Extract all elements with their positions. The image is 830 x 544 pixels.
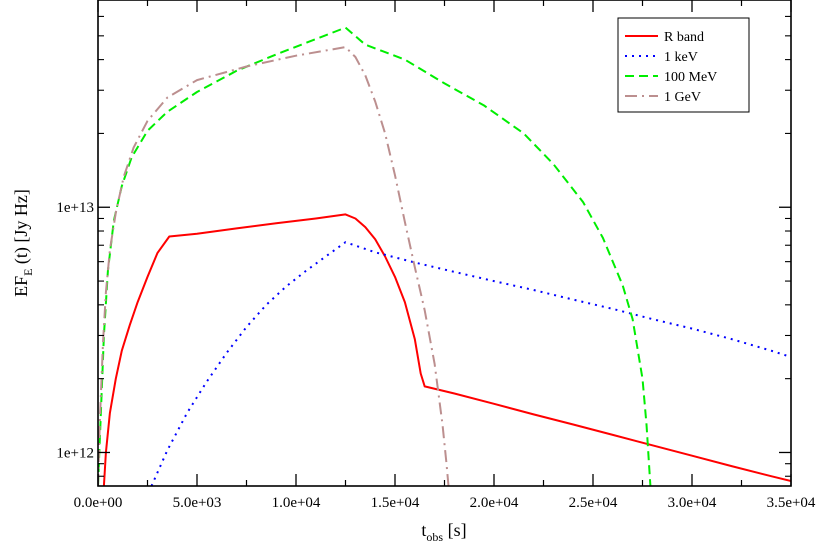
x-tick-label: 0.0e+00 [74, 495, 123, 511]
legend-label-1-gev: 1 GeV [664, 90, 701, 105]
legend-label-r-band: R band [664, 30, 704, 45]
series-line-1-gev [98, 46, 450, 486]
series-line-1-kev [150, 241, 791, 486]
legend: R band 1 keV 100 MeV 1 GeV [617, 17, 750, 113]
legend-label-1-kev: 1 keV [664, 50, 698, 65]
x-tick-label: 5.0e+03 [173, 495, 222, 511]
x-tick-label: 2.5e+04 [569, 495, 618, 511]
legend-box [617, 17, 750, 113]
legend-label-100-mev: 100 MeV [664, 70, 717, 85]
y-tick-label: 1e+13 [56, 200, 94, 216]
x-axis-title: tobs [s] [421, 520, 466, 544]
series-layer [98, 26, 791, 486]
y-tick-label: 1e+12 [56, 445, 94, 461]
x-tick-label: 3.0e+04 [668, 495, 717, 511]
x-tick-label: 1.5e+04 [371, 495, 420, 511]
series-line-r-band [102, 213, 791, 486]
x-tick-label: 1.0e+04 [272, 495, 321, 511]
ticks-layer: 0.0e+00 5.0e+03 1.0e+04 1.5e+04 2.0e+04 2.5e+… [56, 0, 816, 511]
y-axis-title: EFE (t) [Jy Hz] [11, 189, 35, 297]
x-tick-label: 3.5e+04 [767, 495, 816, 511]
x-tick-label: 2.0e+04 [470, 495, 519, 511]
